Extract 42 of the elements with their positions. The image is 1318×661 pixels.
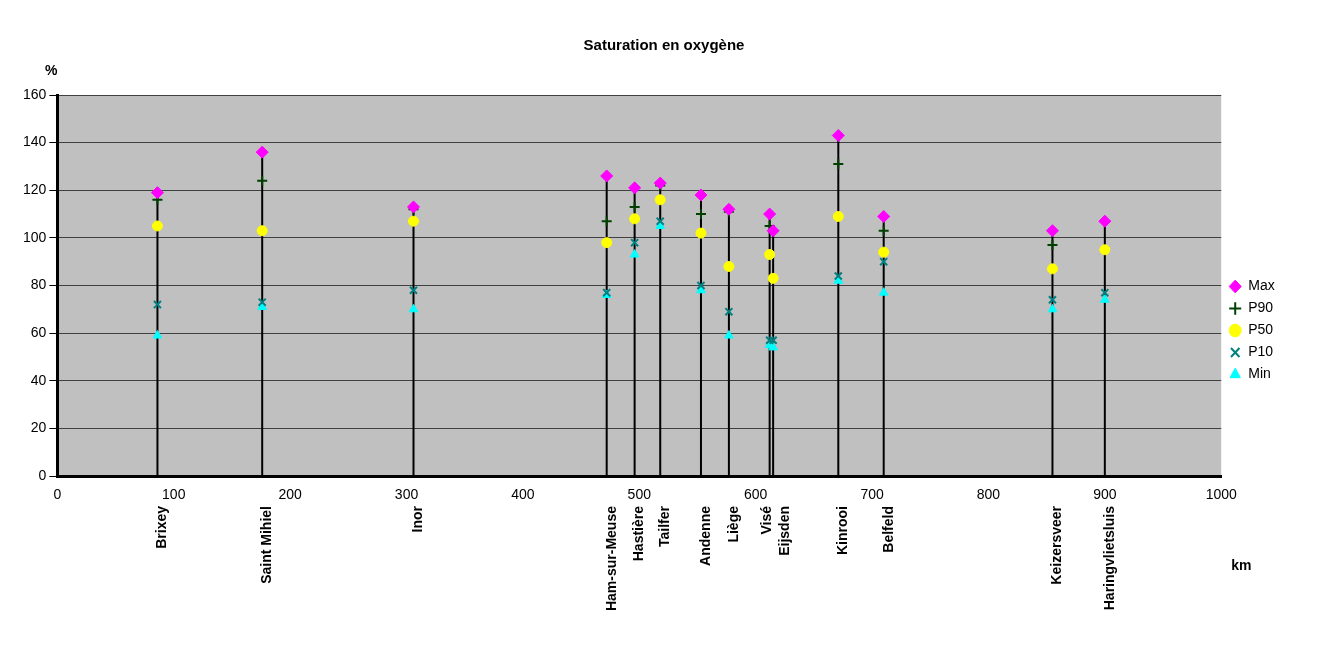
chart-title: Saturation en oxygène <box>583 36 745 54</box>
y-tick-label: 60 <box>30 323 47 340</box>
y-tick-label: 20 <box>30 419 47 436</box>
y-tick-label: 120 <box>23 181 47 198</box>
text: Tailfer <box>656 505 673 547</box>
x-tick-label: 400 <box>511 486 535 503</box>
text: Liège <box>724 505 741 543</box>
text: Andenne <box>696 505 713 566</box>
x-tick-label: 700 <box>860 486 884 503</box>
x-tick-label: 600 <box>743 486 768 503</box>
text: Saint Mihiel <box>258 506 275 584</box>
legend-label: P90 <box>1248 299 1297 316</box>
y-tick-label: 140 <box>23 133 47 150</box>
x-tick-label: 200 <box>278 486 303 503</box>
x-axis-title: km <box>1231 556 1252 573</box>
text: Brixey <box>153 505 170 549</box>
x-tick-label: 100 <box>162 486 186 503</box>
text: Haringvlietsluis <box>1100 505 1117 611</box>
y-tick-label: 160 <box>23 85 47 102</box>
x-tick-label: 1000 <box>1205 486 1237 503</box>
legend-label: Max <box>1248 277 1299 294</box>
x-tick-label: 0 <box>53 486 62 503</box>
text: Inor <box>409 505 426 533</box>
y-tick-label: 100 <box>23 228 47 245</box>
text: Belfeld <box>879 506 896 553</box>
legend-label: P10 <box>1248 343 1297 360</box>
text: Visé <box>758 505 775 535</box>
text: Kinrooi <box>834 506 851 555</box>
text: Ham-sur-Meuse <box>602 505 619 612</box>
text: Eijsden <box>776 506 793 556</box>
y-tick-label: 80 <box>30 276 47 293</box>
text: Hastière <box>630 505 647 562</box>
y-axis-title: % <box>45 61 58 78</box>
x-tick-label: 900 <box>1093 486 1117 503</box>
text: Keizersveer <box>1048 505 1065 585</box>
y-tick-label: 0 <box>38 466 47 483</box>
x-tick-label: 300 <box>394 486 419 503</box>
y-tick-label: 40 <box>30 371 47 388</box>
x-tick-label: 500 <box>627 486 652 503</box>
legend-label: P50 <box>1248 321 1297 338</box>
x-tick-label: 800 <box>976 486 1001 503</box>
legend-label: Min <box>1248 365 1295 382</box>
